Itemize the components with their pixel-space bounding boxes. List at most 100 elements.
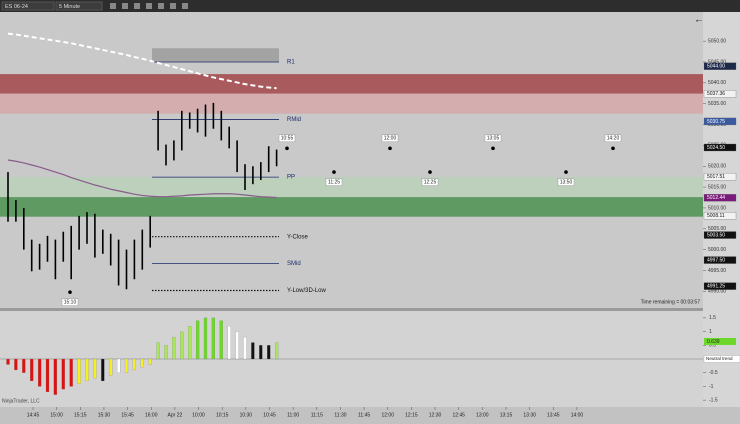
x-tick-label: 15:15	[74, 412, 87, 418]
x-tick-label: 15:30	[98, 412, 111, 418]
icon[interactable]	[182, 3, 188, 9]
time-marker	[388, 146, 392, 151]
indicator-tick-label: 0.5	[709, 343, 716, 349]
price-box-label: 5012.44	[707, 195, 725, 201]
instrument[interactable]: ES 06-24	[5, 4, 28, 10]
time-marker-box	[278, 134, 296, 143]
histogram-bar	[77, 358, 81, 384]
time-marker-label: 14:20	[607, 136, 620, 142]
icon[interactable]	[134, 3, 140, 9]
y-tick-label: 5010.00	[708, 205, 726, 211]
x-tick-label: 13:45	[547, 412, 560, 418]
histogram-bar	[116, 358, 121, 373]
time-marker-label: 12:25	[424, 179, 437, 185]
icon[interactable]	[170, 3, 176, 9]
x-tick-label: 12:15	[405, 412, 418, 418]
x-tick-label: 10:15	[216, 412, 229, 418]
histogram-bar	[196, 320, 200, 360]
x-tick-label: 11:00	[287, 412, 299, 418]
histogram-bar	[85, 358, 89, 382]
indicator-tick-label: -0.5	[709, 370, 718, 376]
indicator-tick-label: 1.5	[709, 315, 716, 321]
histogram-bar	[275, 342, 279, 360]
price-box-label: 4991.25	[707, 283, 725, 289]
level-label: Y-Low/3D-Low	[287, 288, 326, 294]
x-tick-label: 12:00	[381, 412, 394, 418]
x-tick-label: 13:15	[500, 412, 513, 418]
level-label: R1	[287, 60, 295, 66]
level-label: Y-Close	[287, 234, 308, 240]
price-box	[703, 143, 737, 152]
time-marker	[611, 146, 615, 151]
panel-separator	[0, 308, 703, 311]
time-marker-label: 10:55	[281, 136, 294, 142]
time-marker-box	[604, 134, 622, 143]
y-tick-label: 5040.00	[708, 80, 726, 86]
moving-average-slow	[7, 32, 277, 90]
icon[interactable]	[122, 3, 128, 9]
x-tick-label: Apr 22	[168, 412, 183, 418]
zone	[0, 74, 703, 94]
histogram-bar	[164, 345, 168, 360]
y-tick-label: 5050.00	[708, 39, 726, 45]
x-tick-label: 10:45	[263, 412, 276, 418]
zone	[0, 93, 703, 114]
x-tick-label: 10:00	[192, 412, 205, 418]
price-box-label: 5024.50	[707, 145, 725, 151]
histogram-bar	[37, 358, 42, 387]
time-remaining: Time remaining = 00:03:57	[641, 299, 701, 305]
interval-box[interactable]	[55, 1, 103, 11]
time-marker-box	[421, 178, 439, 186]
interval[interactable]: 5 Minute	[59, 4, 80, 10]
icon[interactable]	[158, 3, 164, 9]
y-tick-label: 5045.00	[708, 59, 726, 65]
range-box	[152, 48, 279, 63]
price-panel	[0, 12, 703, 308]
x-tick-label: 11:45	[358, 412, 370, 418]
back-arrow[interactable]: ←	[694, 15, 704, 26]
toolbar-icons	[110, 3, 188, 9]
zone	[0, 197, 703, 217]
time-marker	[564, 170, 568, 174]
histogram-bar	[14, 358, 18, 371]
histogram-bar	[219, 320, 223, 360]
x-tick-label: 15:45	[121, 412, 134, 418]
trend-box	[703, 355, 740, 363]
y-tick-label: 5015.00	[708, 184, 726, 190]
histogram-bar	[259, 345, 263, 360]
x-tick-label: 10:30	[240, 412, 253, 418]
x-tick-label: 14:45	[27, 412, 40, 418]
price-box	[703, 117, 737, 126]
trend-label: Neutral trend	[706, 356, 733, 361]
histogram-bar	[101, 358, 105, 382]
time-marker	[491, 146, 495, 151]
histogram-bar	[22, 358, 26, 373]
zone	[0, 177, 703, 198]
y-tick-label: 5005.00	[708, 226, 726, 232]
price-box	[703, 231, 737, 239]
instrument-box[interactable]	[1, 1, 55, 11]
x-tick-label: 13:00	[476, 412, 489, 418]
time-marker-box	[325, 178, 343, 186]
y-tick-label: 5000.00	[708, 247, 726, 253]
icon[interactable]	[110, 3, 116, 9]
price-box	[703, 62, 737, 70]
x-tick-label: 11:15	[311, 412, 323, 418]
histogram-bar	[172, 336, 176, 360]
icon[interactable]	[146, 3, 152, 9]
y-tick-label: 4990.00	[708, 289, 726, 295]
histogram-bar	[53, 358, 58, 395]
level-label: RMid	[287, 117, 301, 123]
histogram-bar	[132, 358, 136, 371]
time-marker-label: 13:05	[487, 136, 500, 142]
moving-average-fast	[7, 159, 277, 199]
watermark: NinjaTrader, LLC	[2, 398, 40, 404]
x-tick-label: 16:00	[145, 412, 158, 418]
histogram-bar	[211, 317, 215, 360]
histogram-bar	[243, 336, 247, 360]
time-marker-box	[557, 178, 575, 186]
price-box	[703, 172, 737, 181]
price-box	[703, 212, 737, 220]
